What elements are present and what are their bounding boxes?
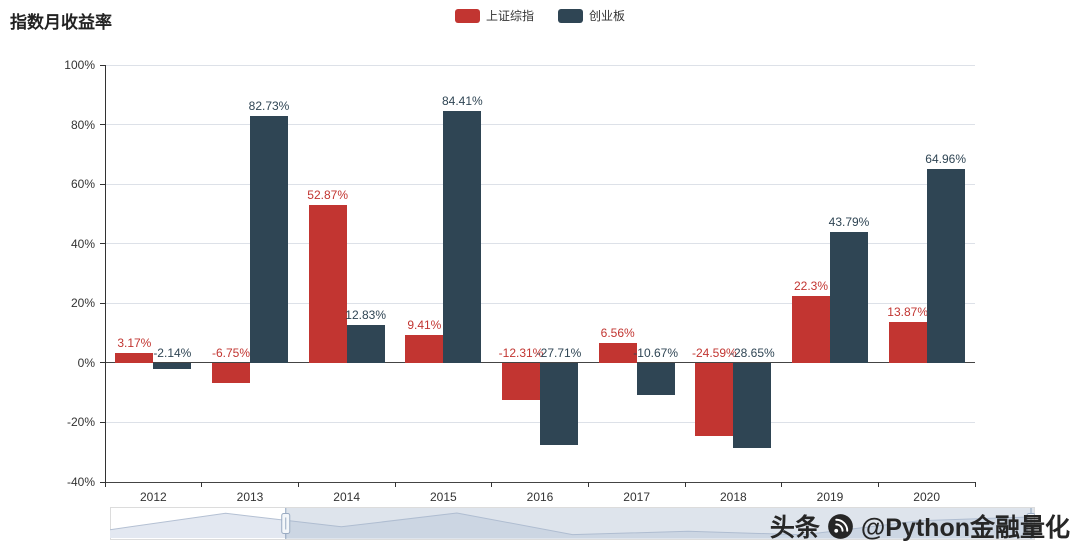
bar-2013-创业板[interactable] [250, 116, 288, 363]
bar-2020-上证综指[interactable] [888, 321, 927, 363]
y-axis-tick [100, 183, 105, 185]
bar-value-label: -28.65% [729, 345, 775, 360]
bar-2015-创业板[interactable] [443, 111, 482, 363]
legend-item-shanghai-composite[interactable]: 上证综指 [454, 7, 534, 24]
bar-value-label: 52.87% [307, 188, 349, 203]
gridline [105, 64, 975, 66]
y-axis-label: 80% [70, 117, 95, 132]
bar-value-label: 13.87% [887, 304, 929, 319]
legend: 上证综指 创业板 [0, 7, 1080, 24]
bar-2016-上证综指[interactable] [502, 362, 540, 400]
bar-value-label: -12.31% [498, 345, 544, 360]
x-axis-label-2015: 2015 [429, 490, 457, 504]
legend-label-chinext: 创业板 [589, 9, 626, 23]
bar-2013-上证综指[interactable] [212, 362, 250, 383]
legend-swatch-chinext [558, 8, 583, 23]
bar-value-label: 12.83% [345, 307, 387, 322]
x-axis-tick [394, 482, 396, 487]
gridline [105, 124, 975, 126]
y-axis-tick [100, 243, 105, 245]
x-axis-tick [201, 482, 203, 487]
bar-value-label: 64.96% [925, 152, 967, 167]
y-axis-tick [100, 362, 105, 364]
y-axis-label: 0% [77, 355, 95, 370]
bar-value-label: -6.75% [211, 345, 251, 360]
bar-value-label: -2.14% [153, 345, 192, 360]
bar-2019-创业板[interactable] [830, 232, 868, 363]
x-axis-label-2013: 2013 [236, 490, 264, 504]
bar-value-label: -10.67% [633, 345, 679, 360]
y-axis-label: 100% [64, 58, 95, 72]
x-axis-label-2019: 2019 [816, 490, 844, 504]
bar-2014-上证综指[interactable] [308, 205, 347, 363]
x-axis-label-2016: 2016 [526, 490, 554, 504]
bar-value-label: 84.41% [441, 94, 483, 109]
chart-title: 指数月收益率 [10, 13, 112, 32]
x-axis-tick [297, 482, 299, 487]
bar-2015-上证综指[interactable] [405, 334, 444, 363]
bar-2017-创业板[interactable] [636, 362, 675, 395]
datazoom-selected-range[interactable] [285, 508, 1034, 539]
bar-2017-上证综指[interactable] [598, 343, 637, 363]
plot-area: 100% 80% 60% 40% 20% 0% -20% -40% 2012 2013 2014 20… [64, 58, 976, 504]
y-axis-tick [100, 64, 105, 66]
x-axis-label-2020: 2020 [913, 490, 941, 504]
x-axis-label-2014: 2014 [333, 490, 361, 504]
y-axis-tick [100, 481, 105, 483]
y-axis-line [105, 65, 106, 482]
bar-2018-上证综指[interactable] [695, 362, 734, 437]
y-axis-tick [100, 124, 105, 126]
bar-value-label: 22.3% [793, 279, 829, 294]
x-axis-tick [781, 482, 783, 487]
bar-2016-创业板[interactable] [540, 362, 578, 446]
legend-label-shanghai-composite: 上证综指 [485, 9, 534, 23]
bar-value-label: -24.59% [691, 345, 737, 360]
gridline [105, 243, 975, 245]
bar-2014-创业板[interactable] [346, 324, 385, 363]
datazoom-data-shadow-line [110, 512, 1035, 536]
y-axis-label: 20% [70, 296, 95, 311]
x-axis-tick [877, 482, 879, 487]
bar-value-label: 43.79% [828, 215, 870, 230]
x-axis-tick [104, 482, 106, 487]
legend-swatch-shanghai-composite [454, 8, 480, 23]
bar-2012-上证综指[interactable] [115, 353, 154, 363]
y-axis-tick [100, 421, 105, 423]
x-axis-label-2017: 2017 [623, 490, 651, 504]
gridline [105, 302, 975, 304]
bar-value-label: 3.17% [117, 336, 152, 351]
x-axis-tick [974, 482, 976, 487]
bar-2018-创业板[interactable] [733, 362, 772, 449]
bar-value-label: -27.71% [536, 345, 582, 360]
x-axis-label-2012: 2012 [139, 490, 167, 504]
y-axis-tick [100, 302, 105, 304]
bar-2020-创业板[interactable] [926, 169, 965, 363]
gridline [105, 183, 975, 185]
bar-value-label: 6.56% [600, 326, 635, 341]
y-axis-label: 40% [70, 236, 95, 251]
y-axis-label: -20% [66, 415, 95, 430]
legend-item-chinext[interactable]: 创业板 [558, 7, 625, 24]
y-axis-label: 60% [70, 177, 95, 192]
x-axis-tick [587, 482, 589, 487]
bar-2019-上证综指[interactable] [792, 296, 830, 363]
bar-2012-创业板[interactable] [153, 362, 192, 370]
gridline [105, 481, 975, 483]
y-axis-label: -40% [66, 475, 95, 489]
datazoom-slider[interactable] [110, 507, 1035, 540]
x-axis-tick [684, 482, 686, 487]
bar-value-label: 82.73% [248, 99, 290, 114]
x-axis-label-2018: 2018 [719, 490, 747, 504]
bar-value-label: 9.41% [407, 317, 442, 332]
x-axis-tick [491, 482, 493, 487]
datazoom-data-shadow [110, 513, 1035, 538]
